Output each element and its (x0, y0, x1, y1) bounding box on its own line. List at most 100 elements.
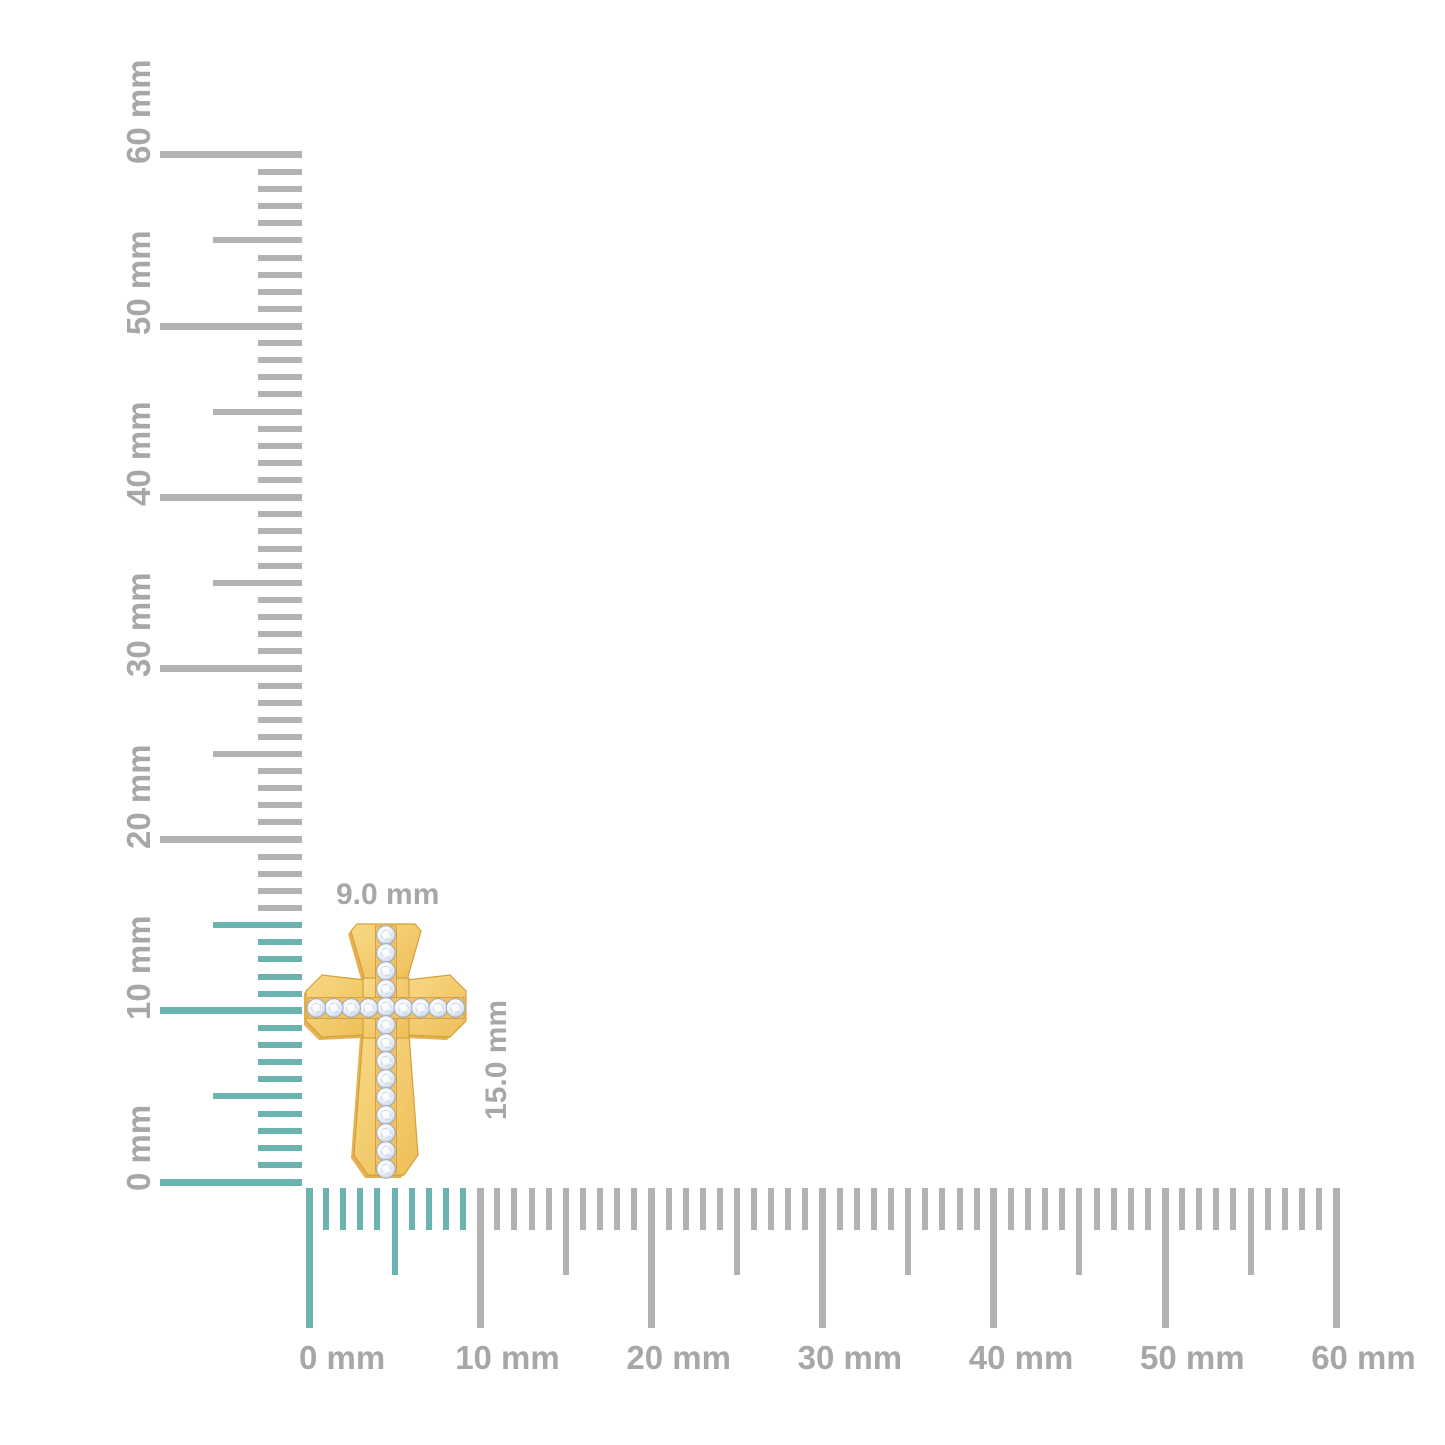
diamond-stone (376, 1159, 396, 1179)
diamond-stone (376, 1069, 396, 1089)
v-tick-13mm (258, 956, 302, 963)
pave-stones (306, 925, 466, 1179)
diamond-stone (358, 998, 379, 1018)
h-tick-10mm (476, 1188, 484, 1328)
h-tick-6mm (408, 1188, 415, 1230)
v-tick-23mm (258, 785, 302, 792)
v-tick-50mm (160, 322, 302, 330)
v-tick-12mm (258, 973, 302, 980)
h-tick-41mm (1007, 1188, 1014, 1230)
h-tick-7mm (425, 1188, 432, 1230)
v-ruler-label-10mm: 10 mm (120, 915, 157, 1020)
h-ruler-label-20mm: 20 mm (626, 1339, 731, 1376)
v-tick-54mm (258, 254, 302, 261)
v-tick-6mm (258, 1076, 302, 1083)
h-tick-45mm (1076, 1188, 1083, 1275)
v-tick-56mm (258, 220, 302, 227)
h-tick-19mm (631, 1188, 638, 1230)
v-tick-51mm (258, 305, 302, 312)
h-tick-18mm (614, 1188, 621, 1230)
v-tick-36mm (258, 562, 302, 569)
h-ruler-label-40mm: 40 mm (968, 1339, 1074, 1376)
h-tick-48mm (1127, 1188, 1134, 1230)
h-tick-54mm (1230, 1188, 1237, 1230)
h-tick-30mm (819, 1188, 827, 1328)
diamond-stone (393, 998, 414, 1018)
diamond-stone (428, 998, 448, 1018)
v-tick-25mm (213, 751, 302, 757)
v-tick-58mm (258, 186, 302, 193)
v-tick-24mm (258, 768, 302, 775)
h-tick-11mm (494, 1188, 501, 1230)
diamond-stone (376, 1141, 396, 1161)
h-tick-5mm (391, 1188, 398, 1275)
h-tick-27mm (768, 1188, 775, 1230)
v-tick-18mm (258, 870, 302, 877)
h-tick-33mm (870, 1188, 877, 1230)
h-tick-25mm (734, 1188, 740, 1275)
v-tick-10mm (160, 1007, 302, 1015)
h-tick-56mm (1264, 1188, 1271, 1230)
h-tick-22mm (682, 1188, 689, 1230)
h-tick-26mm (751, 1188, 758, 1230)
diamond-stone (376, 1087, 396, 1107)
v-tick-40mm (160, 493, 302, 501)
v-tick-37mm (258, 545, 302, 552)
h-tick-16mm (579, 1188, 586, 1230)
v-tick-38mm (258, 528, 302, 535)
diamond-stone (376, 1033, 396, 1053)
v-tick-4mm (258, 1110, 302, 1117)
h-ruler-label-0mm: 0 mm (299, 1339, 386, 1376)
v-tick-28mm (258, 699, 302, 706)
v-tick-21mm (258, 819, 302, 826)
v-tick-42mm (258, 459, 302, 466)
h-tick-49mm (1144, 1188, 1151, 1230)
v-tick-57mm (258, 203, 302, 210)
v-tick-3mm (258, 1127, 302, 1134)
h-tick-37mm (939, 1188, 946, 1230)
v-tick-31mm (258, 648, 302, 655)
v-tick-44mm (258, 425, 302, 432)
v-tick-16mm (258, 905, 302, 912)
h-tick-8mm (442, 1188, 449, 1230)
v-tick-32mm (258, 631, 302, 638)
h-tick-58mm (1298, 1188, 1305, 1230)
v-ruler-label-40mm: 40 mm (120, 401, 157, 507)
h-tick-55mm (1247, 1188, 1254, 1275)
h-tick-44mm (1059, 1188, 1066, 1230)
h-tick-42mm (1025, 1188, 1032, 1230)
h-tick-52mm (1196, 1188, 1203, 1230)
h-tick-36mm (922, 1188, 929, 1230)
h-tick-29mm (802, 1188, 809, 1230)
h-tick-57mm (1281, 1188, 1288, 1230)
h-tick-13mm (528, 1188, 535, 1230)
diamond-stone (376, 961, 396, 981)
h-tick-17mm (597, 1188, 604, 1230)
h-tick-46mm (1093, 1188, 1100, 1230)
v-ruler-label-50mm: 50 mm (120, 230, 157, 335)
h-tick-32mm (853, 1188, 860, 1230)
v-tick-55mm (213, 237, 302, 244)
v-tick-5mm (213, 1093, 302, 1100)
v-tick-27mm (258, 716, 302, 723)
v-tick-47mm (258, 374, 302, 381)
diamond-stone (376, 1105, 396, 1125)
h-tick-31mm (836, 1188, 843, 1230)
h-tick-2mm (340, 1188, 347, 1230)
h-tick-38mm (956, 1188, 963, 1230)
diamond-stone (306, 998, 327, 1018)
h-tick-4mm (374, 1188, 381, 1230)
v-tick-30mm (160, 664, 302, 672)
v-tick-15mm (213, 922, 302, 929)
v-tick-9mm (258, 1024, 302, 1031)
h-ruler-label-10mm: 10 mm (455, 1339, 560, 1376)
h-tick-12mm (511, 1188, 518, 1230)
h-tick-53mm (1213, 1188, 1220, 1230)
v-ruler-label-0mm: 0 mm (120, 1104, 157, 1191)
h-tick-20mm (647, 1188, 655, 1328)
v-tick-46mm (258, 391, 302, 398)
diamond-stone (376, 1015, 396, 1035)
v-ruler-label-60mm: 60 mm (120, 59, 157, 164)
h-tick-28mm (785, 1188, 792, 1230)
v-tick-49mm (258, 340, 302, 347)
